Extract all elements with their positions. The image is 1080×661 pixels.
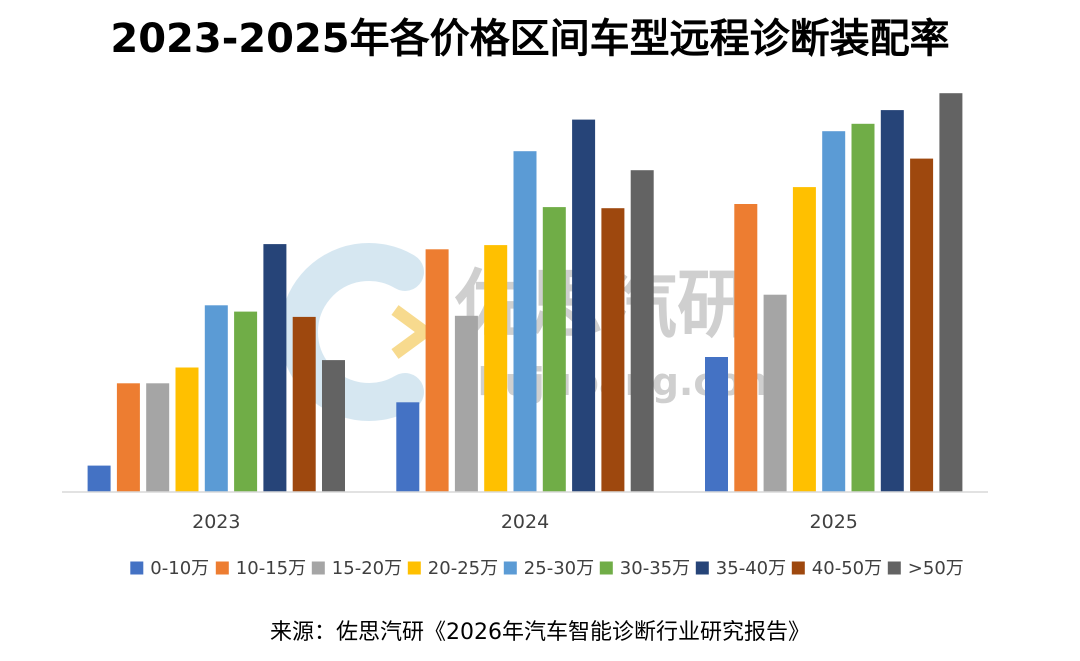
legend-swatch — [599, 561, 613, 575]
x-tick-labels: 2023 2024 2025 — [192, 511, 858, 533]
legend-swatch — [311, 561, 325, 575]
watermark-logo-chevron — [391, 305, 436, 359]
bar-2025->50万 — [939, 93, 963, 492]
legend-swatch — [503, 561, 517, 575]
bar-2023-20-25万 — [175, 367, 199, 492]
bar-2024-30-35万 — [542, 207, 566, 492]
bar-2025-20-25万 — [792, 187, 816, 492]
bar-2024-15-20万 — [454, 315, 478, 492]
legend-swatch — [215, 561, 229, 575]
bar-2024-35-40万 — [572, 119, 596, 492]
legend-label: 35-40万 — [716, 558, 786, 579]
bar-2023-15-20万 — [146, 383, 170, 492]
legend: 0-10万 10-15万 15-20万 20-25万 25-30万 30-35万 35-40… — [130, 558, 964, 579]
legend-swatch — [887, 561, 901, 575]
legend-item->50万: >50万 — [887, 558, 964, 579]
legend-label: >50万 — [908, 558, 964, 579]
legend-label: 40-50万 — [812, 558, 882, 579]
legend-item-40-50万: 40-50万 — [791, 558, 882, 579]
bar-2025-35-40万 — [880, 110, 904, 492]
legend-swatch — [791, 561, 805, 575]
legend-item-10-15万: 10-15万 — [215, 558, 306, 579]
x-tick-label-2023: 2023 — [192, 511, 240, 533]
legend-swatch — [130, 561, 144, 575]
bar-2024-40-50万 — [601, 208, 625, 492]
bar-2023-40-50万 — [292, 316, 316, 492]
legend-item-20-25万: 20-25万 — [407, 558, 498, 579]
bar-2023-0-10万 — [87, 465, 111, 492]
legend-swatch — [407, 561, 421, 575]
bar-2023->50万 — [322, 360, 345, 492]
bar-2023-35-40万 — [263, 244, 287, 492]
bar-2024-25-30万 — [513, 151, 537, 492]
bar-2025-30-35万 — [851, 123, 875, 493]
legend-label: 15-20万 — [332, 558, 402, 579]
legend-item-15-20万: 15-20万 — [311, 558, 402, 579]
chart-title: 2023-2025年各价格区间车型远程诊断装配率 — [110, 16, 949, 62]
source-note: 来源：佐思汽研《2026年汽车智能诊断行业研究报告》 — [270, 620, 810, 645]
bar-2023-30-35万 — [234, 311, 258, 492]
bar-2025-40-50万 — [910, 158, 934, 492]
legend-swatch — [695, 561, 709, 575]
legend-label: 30-35万 — [620, 558, 690, 579]
bar-2024-20-25万 — [484, 245, 508, 492]
legend-label: 0-10万 — [150, 558, 209, 579]
bar-2024-10-15万 — [425, 249, 449, 492]
bar-2023-10-15万 — [116, 383, 140, 492]
legend-item-0-10万: 0-10万 — [130, 558, 209, 579]
x-tick-label-2025: 2025 — [810, 511, 858, 533]
legend-label: 20-25万 — [428, 558, 498, 579]
x-tick-label-2024: 2024 — [501, 511, 549, 533]
legend-label: 10-15万 — [236, 558, 306, 579]
legend-item-35-40万: 35-40万 — [695, 558, 786, 579]
legend-item-30-35万: 30-35万 — [599, 558, 690, 579]
bar-2024->50万 — [630, 170, 654, 492]
bar-2025-15-20万 — [763, 294, 787, 492]
legend-label: 25-30万 — [524, 558, 594, 579]
legend-item-25-30万: 25-30万 — [503, 558, 594, 579]
bar-2024-0-10万 — [396, 402, 420, 492]
bar-2025-10-15万 — [734, 204, 758, 492]
bars-layer — [87, 93, 963, 493]
bar-2023-25-30万 — [204, 305, 228, 492]
bar-2025-0-10万 — [705, 357, 728, 492]
bar-2025-25-30万 — [822, 131, 846, 492]
